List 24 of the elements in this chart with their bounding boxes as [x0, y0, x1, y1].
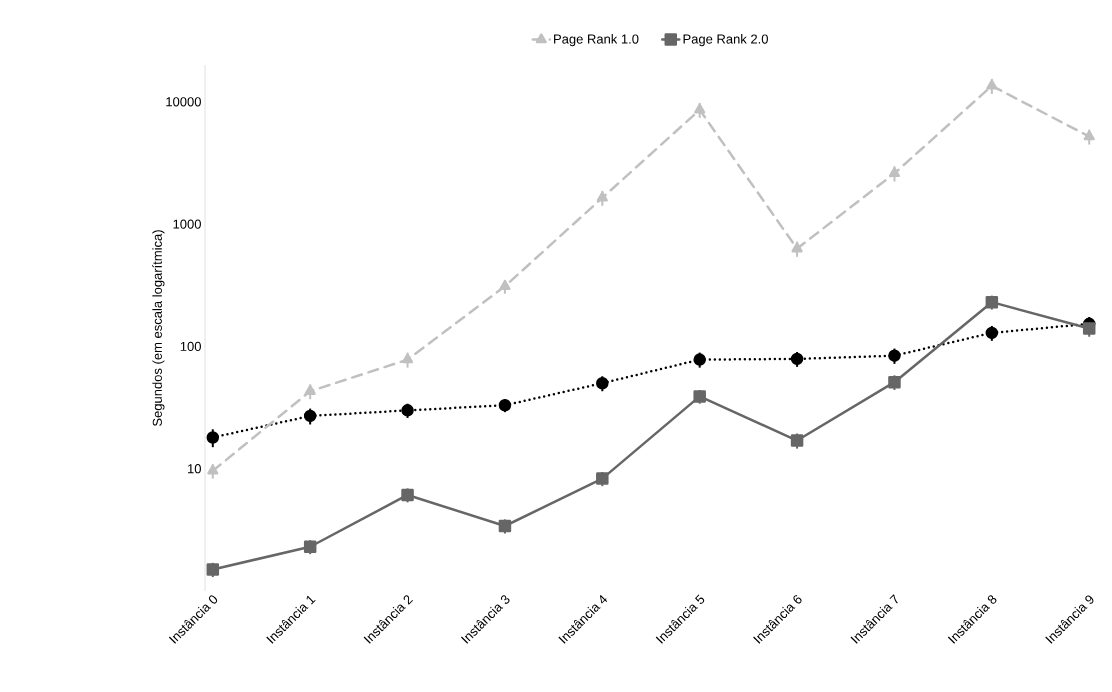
point: [303, 540, 317, 554]
y-axis-title: Segundos (em escala logarítmica): [152, 230, 165, 427]
point: [401, 404, 414, 417]
point: [499, 280, 511, 291]
point: [596, 376, 609, 390]
y-tick-label: 1000: [173, 219, 201, 229]
point: [693, 353, 706, 366]
point: [985, 295, 999, 309]
y-tick-label: 100: [180, 341, 201, 351]
point: [303, 409, 317, 423]
point: [888, 349, 901, 362]
y-tick-label: 10: [188, 464, 201, 474]
legend-label: Page Rank 2.0: [683, 34, 768, 47]
point: [790, 434, 804, 447]
y-tick-label: 10000: [166, 97, 201, 107]
point: [693, 390, 706, 403]
point: [790, 352, 804, 366]
point: [888, 375, 901, 389]
point: [498, 399, 512, 412]
point: [498, 519, 512, 533]
point: [596, 472, 609, 485]
point: [985, 326, 999, 340]
legend-label: Page Rank 1.0: [554, 34, 639, 47]
point: [401, 488, 414, 502]
